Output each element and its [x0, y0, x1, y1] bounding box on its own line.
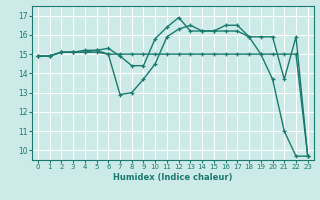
X-axis label: Humidex (Indice chaleur): Humidex (Indice chaleur) [113, 173, 233, 182]
